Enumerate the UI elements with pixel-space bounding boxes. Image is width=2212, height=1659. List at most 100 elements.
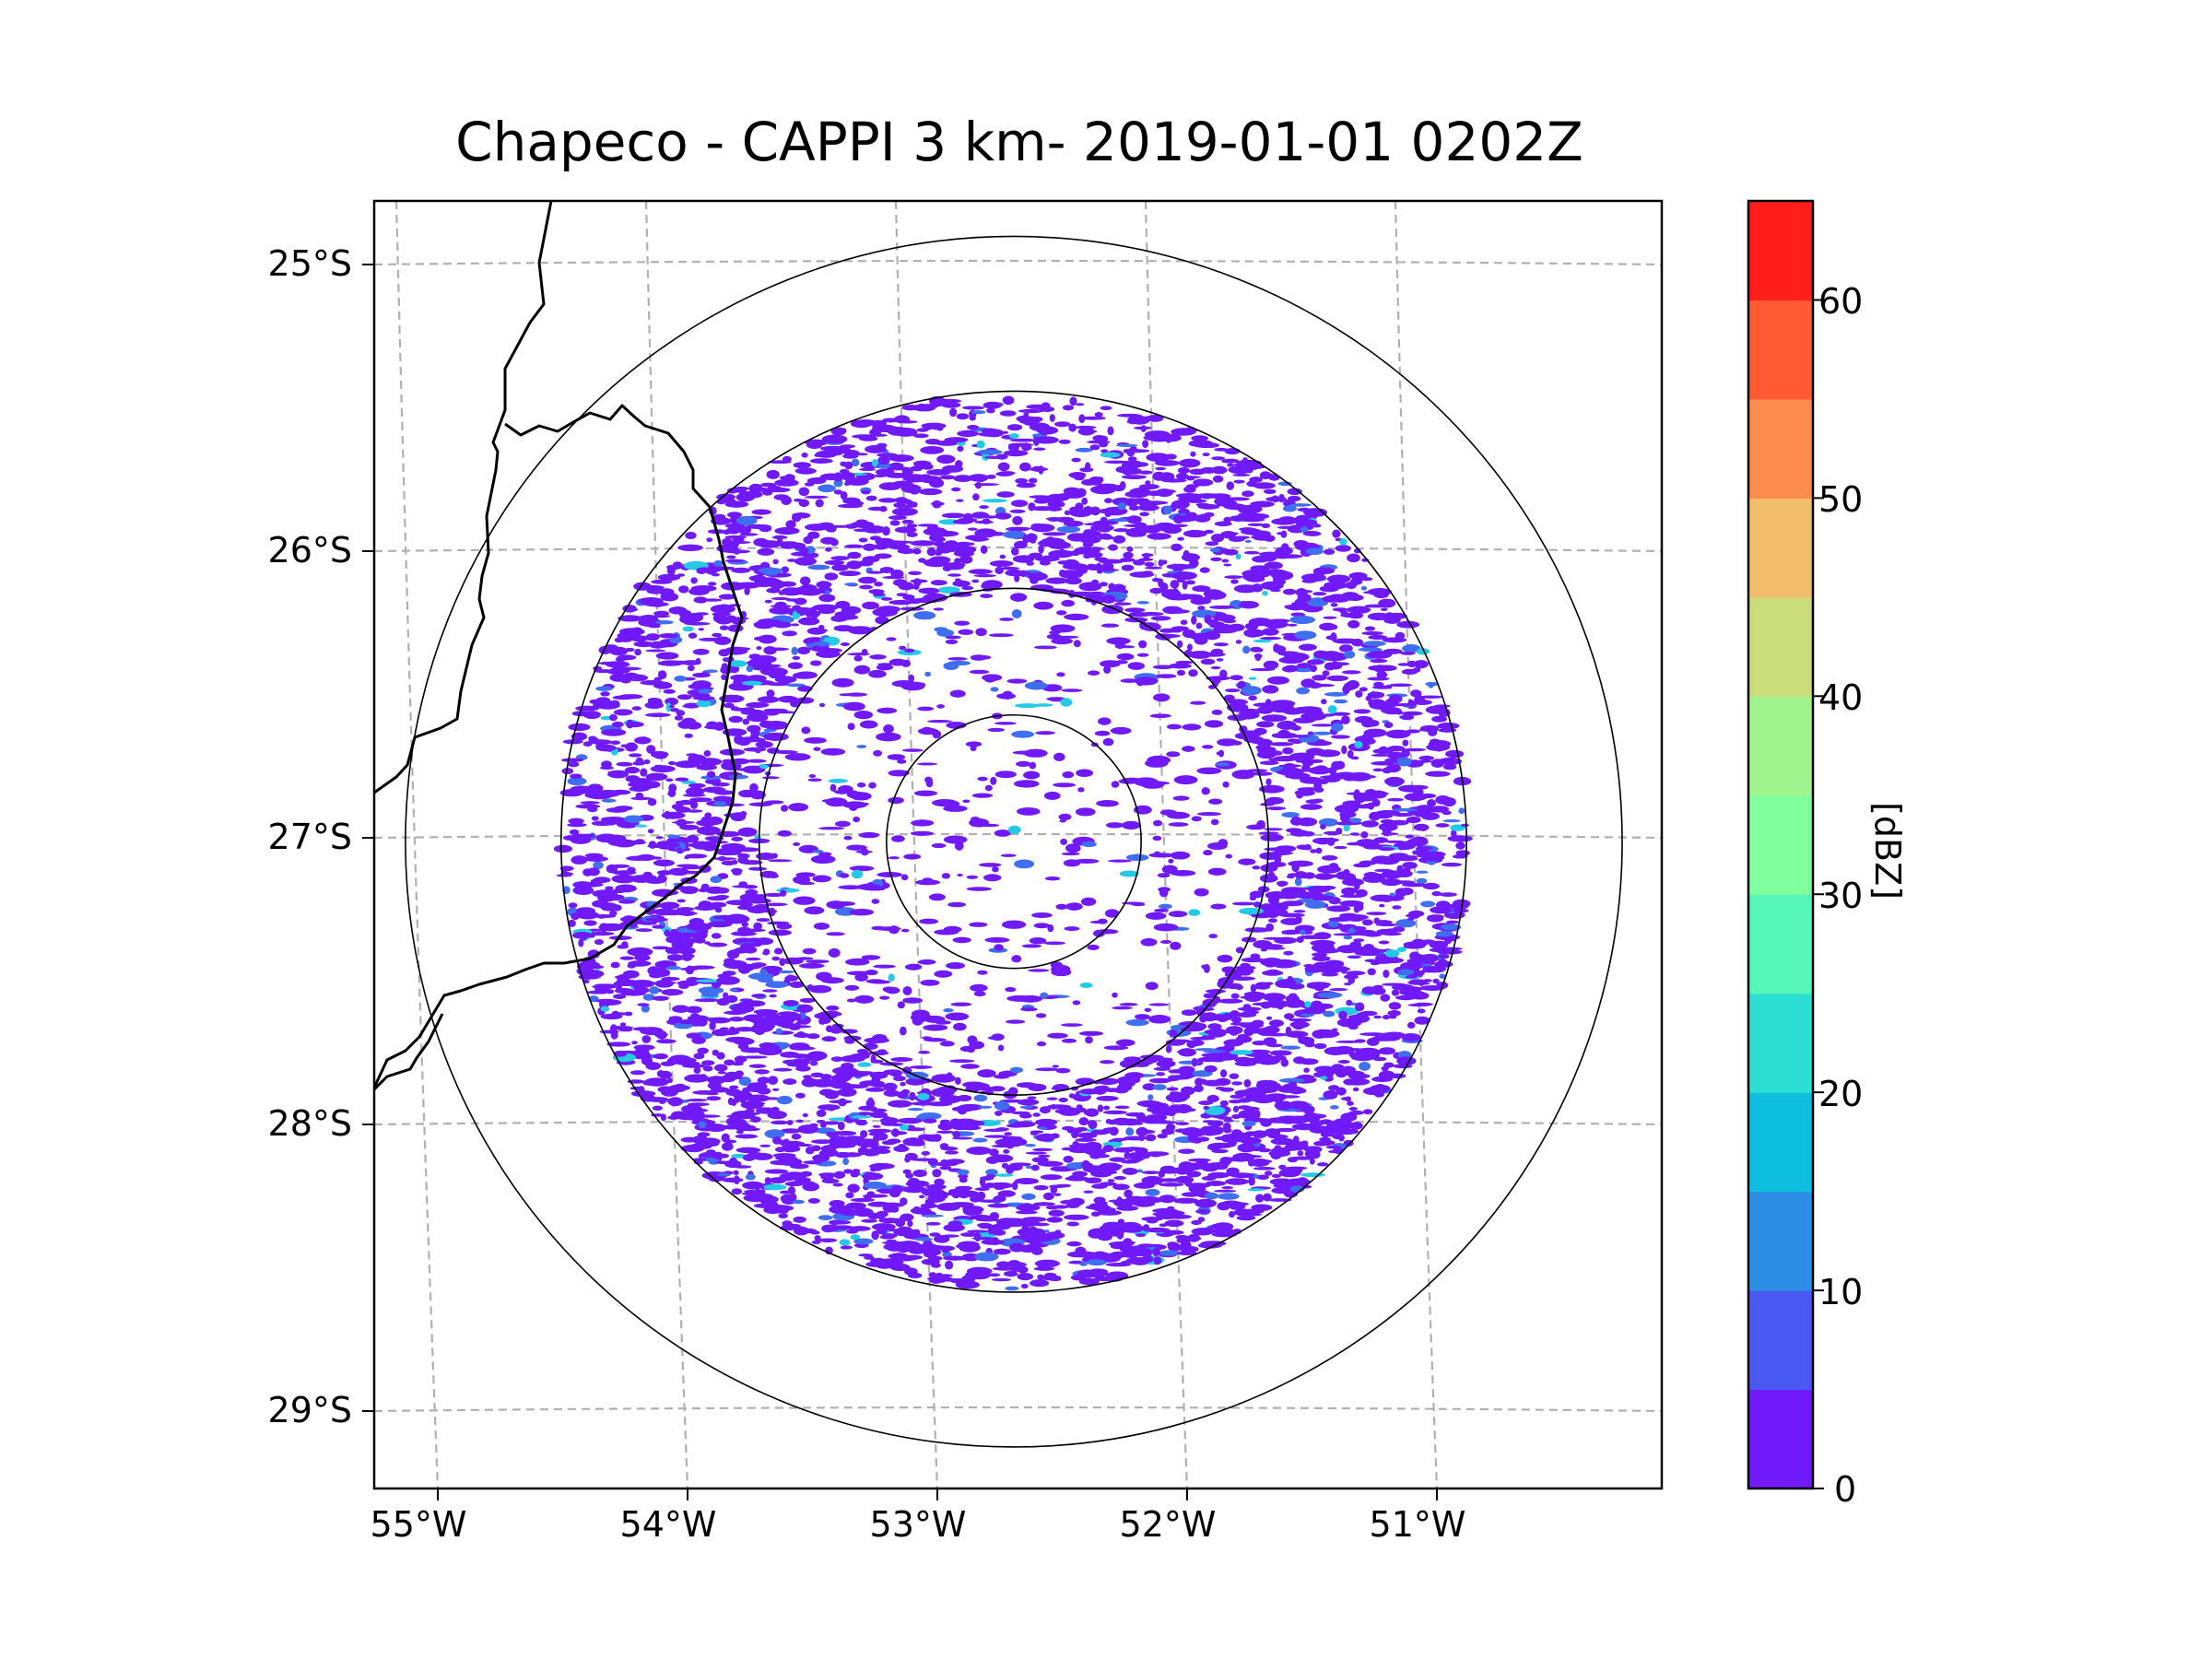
echo-cell — [1219, 1100, 1229, 1107]
echo-cell — [1091, 1183, 1108, 1189]
echo-cell — [1253, 727, 1267, 735]
echo-cell — [1107, 1179, 1115, 1182]
parallel-gridline — [374, 259, 1662, 266]
echo-cell — [1431, 890, 1442, 897]
echo-cell — [1428, 914, 1444, 919]
echo-cell — [1308, 766, 1332, 775]
echo-cell — [1121, 564, 1135, 571]
echo-cell — [731, 567, 751, 573]
echo-cell — [729, 988, 738, 992]
echo-cell — [1108, 859, 1132, 863]
echo-cell — [1337, 1060, 1350, 1064]
echo-cell — [735, 1129, 744, 1135]
echo-cell — [1085, 1036, 1093, 1044]
echo-cell — [746, 898, 771, 904]
echo-cell — [812, 645, 820, 650]
echo-cell — [731, 1188, 743, 1195]
echo-cell — [1176, 640, 1183, 649]
echo-cell — [771, 1030, 794, 1035]
echo-cell — [994, 566, 1004, 575]
echo-cell — [1312, 592, 1327, 596]
echo-cell — [888, 770, 910, 777]
echo-cell — [778, 591, 785, 595]
echo-cell — [756, 918, 771, 923]
echo-cell — [791, 1133, 802, 1140]
echo-cell — [720, 665, 733, 675]
echo-cell — [1283, 588, 1297, 595]
echo-cell — [1248, 1176, 1255, 1186]
echo-cell — [655, 652, 679, 660]
echo-cell — [1230, 1094, 1244, 1100]
echo-cell — [1212, 475, 1224, 483]
echo-cell — [1347, 749, 1354, 759]
echo-cell — [788, 803, 809, 812]
echo-cell — [716, 500, 726, 505]
echo-cell — [618, 1028, 633, 1032]
echo-cell — [1297, 706, 1323, 713]
echo-cell — [751, 994, 766, 998]
echo-cell — [744, 586, 750, 595]
echo-cell — [598, 661, 624, 665]
echo-cell — [1315, 847, 1323, 854]
echo-cell — [830, 556, 850, 561]
echo-cell — [1346, 999, 1353, 1006]
echo-cell — [839, 1239, 851, 1246]
echo-cell — [686, 561, 704, 569]
echo-cell — [1009, 438, 1036, 442]
echo-cell — [1037, 1160, 1064, 1167]
echo-cell — [657, 963, 668, 968]
echo-cell — [924, 671, 931, 677]
echo-cell — [691, 841, 712, 850]
echo-cell — [1394, 880, 1416, 884]
echo-cell — [676, 710, 686, 716]
echo-cell — [1204, 1106, 1226, 1115]
echo-cell — [844, 984, 860, 991]
echo-cell — [1352, 1087, 1359, 1092]
echo-cell — [910, 540, 936, 547]
echo-cell — [918, 558, 926, 563]
echo-cell — [863, 1042, 878, 1050]
echo-cell — [815, 499, 824, 508]
echo-cell — [1265, 496, 1287, 502]
echo-cell — [672, 561, 683, 570]
echo-cell — [1204, 720, 1224, 728]
echo-cell — [1213, 1189, 1237, 1193]
echo-cell — [1256, 819, 1265, 830]
echo-cell — [694, 998, 720, 1003]
echo-cell — [1339, 912, 1359, 919]
echo-cell — [853, 665, 871, 675]
echo-cell — [1350, 756, 1359, 760]
echo-cell — [986, 474, 996, 479]
echo-cell — [813, 747, 821, 751]
echo-cell — [1339, 644, 1353, 653]
echo-cell — [1320, 1076, 1328, 1080]
echo-cell — [912, 433, 929, 439]
echo-cell — [897, 759, 907, 764]
echo-cell — [1112, 528, 1131, 533]
echo-cell — [1127, 456, 1137, 462]
echo-cell — [1055, 1067, 1071, 1074]
echo-cell — [745, 1109, 755, 1113]
echo-cell — [569, 829, 580, 836]
echo-cell — [921, 1214, 944, 1218]
echo-cell — [723, 992, 729, 999]
echo-cell — [862, 525, 887, 534]
echo-cell — [1112, 1006, 1133, 1010]
echo-cell — [952, 1130, 961, 1139]
echo-cell — [1427, 799, 1437, 807]
echo-cell — [713, 636, 732, 645]
echo-cell — [685, 787, 705, 796]
echo-cell — [1370, 658, 1388, 664]
echo-cell — [751, 509, 771, 515]
echo-cell — [1060, 1199, 1077, 1205]
echo-cell — [826, 1005, 840, 1011]
echo-cell — [941, 512, 966, 519]
echo-cell — [665, 966, 681, 971]
echo-cell — [1007, 825, 1021, 834]
echo-cell — [1215, 1136, 1230, 1141]
echo-cell — [1408, 990, 1425, 996]
echo-cell — [629, 1086, 644, 1090]
echo-cell — [1259, 636, 1282, 641]
echo-cell — [1032, 574, 1040, 578]
echo-cell — [983, 1135, 1009, 1138]
